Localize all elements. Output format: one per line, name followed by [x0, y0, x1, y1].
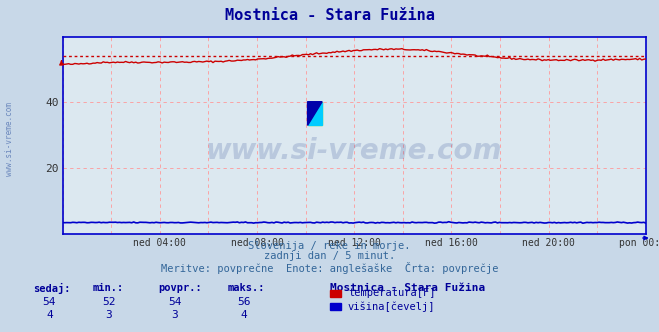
- Text: Mostnica - Stara Fužina: Mostnica - Stara Fužina: [330, 283, 485, 293]
- Text: višina[čevelj]: višina[čevelj]: [348, 301, 436, 312]
- Bar: [308, 102, 322, 125]
- Text: www.si-vreme.com: www.si-vreme.com: [206, 137, 502, 165]
- Text: temperatura[F]: temperatura[F]: [348, 289, 436, 298]
- Text: 52: 52: [102, 297, 115, 307]
- Text: maks.:: maks.:: [227, 283, 265, 293]
- Text: 54: 54: [43, 297, 56, 307]
- Text: 4: 4: [241, 310, 247, 320]
- Polygon shape: [308, 102, 322, 125]
- Text: www.si-vreme.com: www.si-vreme.com: [5, 103, 14, 176]
- Text: povpr.:: povpr.:: [158, 283, 202, 293]
- Text: sedaj:: sedaj:: [33, 283, 71, 294]
- Text: 3: 3: [171, 310, 178, 320]
- Text: min.:: min.:: [92, 283, 123, 293]
- Text: Meritve: povprečne  Enote: anglešaške  Črta: povprečje: Meritve: povprečne Enote: anglešaške Črt…: [161, 262, 498, 274]
- Text: Slovenija / reke in morje.: Slovenija / reke in morje.: [248, 241, 411, 251]
- Text: 56: 56: [237, 297, 250, 307]
- Polygon shape: [308, 102, 322, 125]
- Text: 3: 3: [105, 310, 112, 320]
- Text: 54: 54: [168, 297, 181, 307]
- Text: Mostnica - Stara Fužina: Mostnica - Stara Fužina: [225, 8, 434, 23]
- Text: zadnji dan / 5 minut.: zadnji dan / 5 minut.: [264, 251, 395, 261]
- Text: 4: 4: [46, 310, 53, 320]
